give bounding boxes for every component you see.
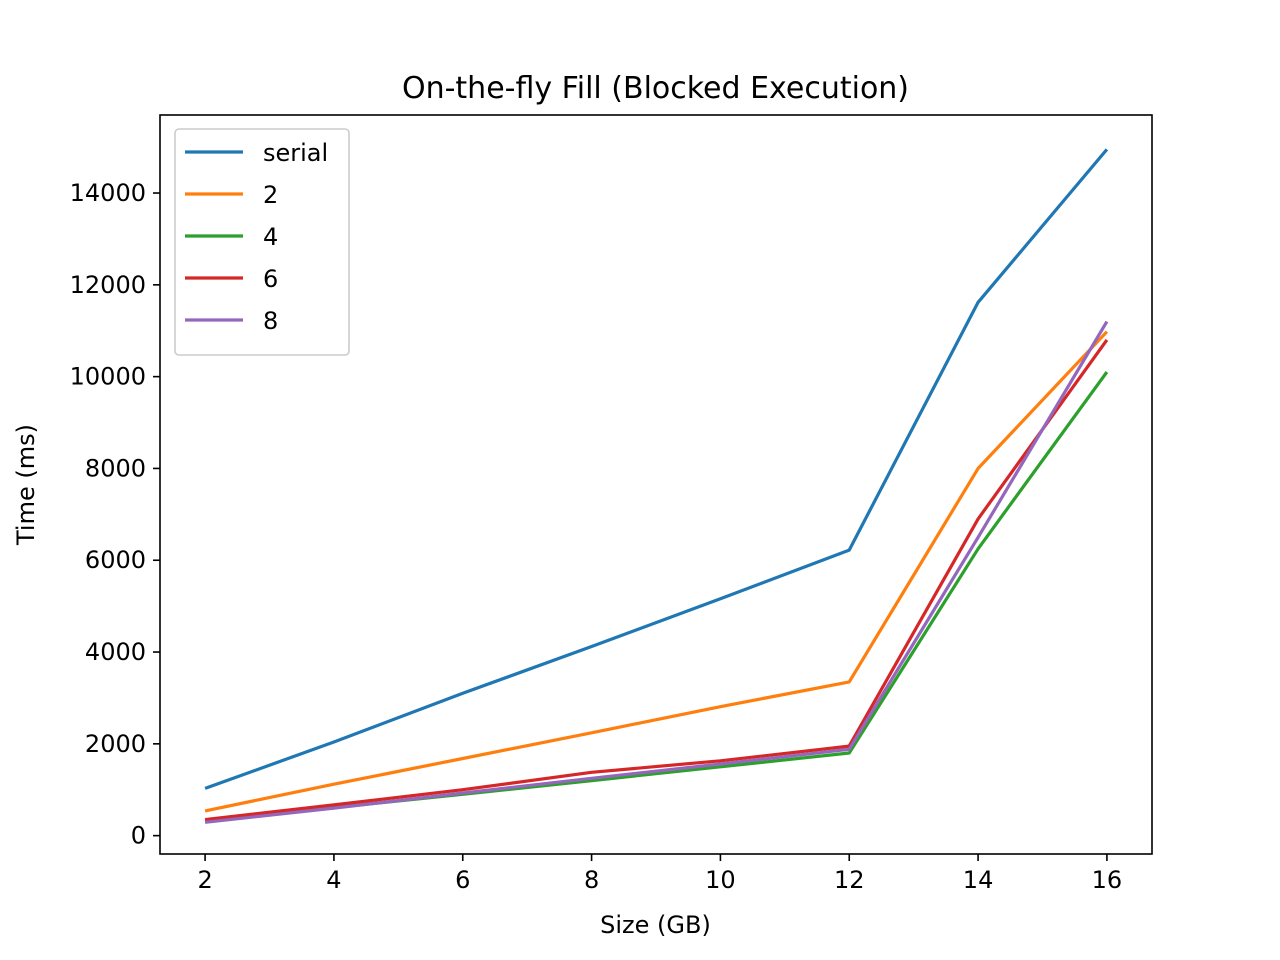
y-tick-label: 6000 bbox=[85, 546, 146, 574]
x-axis: 2 4 6 8 10 12 14 16 bbox=[197, 854, 1122, 894]
x-tick-label: 6 bbox=[455, 866, 470, 894]
y-tick-label: 8000 bbox=[85, 454, 146, 482]
y-tick-label: 4000 bbox=[85, 638, 146, 666]
legend-label-2: 2 bbox=[263, 181, 278, 209]
y-tick-label: 14000 bbox=[70, 179, 146, 207]
series-line-6 bbox=[204, 338, 1109, 822]
y-tick-label: 10000 bbox=[70, 363, 146, 391]
x-tick-label: 16 bbox=[1092, 866, 1123, 894]
y-tick-label: 2000 bbox=[85, 730, 146, 758]
legend-label-serial: serial bbox=[263, 139, 328, 167]
y-axis: 0 2000 4000 6000 8000 10000 12000 14000 bbox=[70, 179, 160, 850]
x-tick-label: 12 bbox=[834, 866, 865, 894]
series-layer bbox=[204, 148, 1109, 824]
y-tick-label: 12000 bbox=[70, 271, 146, 299]
series-line-serial bbox=[204, 148, 1109, 790]
chart-title: On-the-fly Fill (Blocked Execution) bbox=[402, 71, 909, 106]
y-axis-label: Time (ms) bbox=[12, 424, 40, 546]
legend-label-8: 8 bbox=[263, 307, 278, 335]
legend: serial 2 4 6 8 bbox=[174, 128, 350, 356]
x-tick-label: 14 bbox=[963, 866, 994, 894]
series-line-8 bbox=[204, 320, 1109, 824]
legend-label-4: 4 bbox=[263, 223, 278, 251]
legend-label-6: 6 bbox=[263, 265, 278, 293]
legend-box bbox=[174, 128, 350, 356]
x-axis-label: Size (GB) bbox=[600, 911, 711, 939]
plot-frame bbox=[159, 114, 1153, 855]
x-tick-label: 8 bbox=[584, 866, 599, 894]
x-tick-label: 4 bbox=[326, 866, 341, 894]
series-line-2 bbox=[204, 330, 1109, 813]
y-tick-label: 0 bbox=[131, 822, 146, 850]
x-tick-label: 10 bbox=[705, 866, 736, 894]
x-tick-label: 2 bbox=[197, 866, 212, 894]
